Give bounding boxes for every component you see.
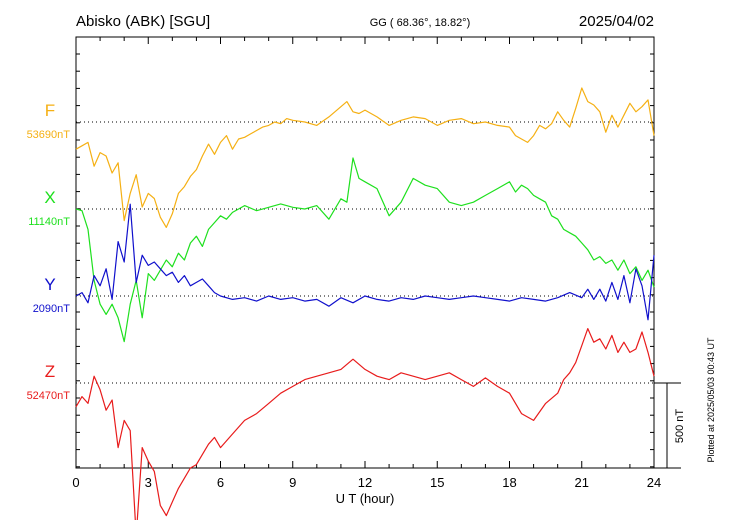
series-name-z: Z	[45, 362, 55, 381]
x-tick-labels: 0 3 6 9 12 15 18 21 24	[72, 475, 661, 490]
x-tick-label: 0	[72, 475, 79, 490]
x-tick-label: 3	[145, 475, 152, 490]
plot-date: 2025/04/02	[579, 13, 654, 30]
x-tick-label: 24	[647, 475, 661, 490]
x-tick-label: 18	[502, 475, 516, 490]
plotted-at-note: Plotted at 2025/05/03 00:43 UT	[706, 337, 716, 463]
series-line-y	[75, 203, 655, 321]
scale-bar: 500 nT	[654, 382, 686, 469]
station-title: Abisko (ABK) [SGU]	[76, 13, 210, 30]
x-tick-label: 9	[289, 475, 296, 490]
series-name-x: X	[44, 188, 55, 207]
series-baseline-x: 11140nT	[28, 216, 70, 228]
series-name-f: F	[45, 101, 55, 120]
x-tick-label: 12	[358, 475, 372, 490]
x-tick-label: 6	[217, 475, 224, 490]
x-axis-label: U T (hour)	[336, 491, 395, 506]
plot-frame	[75, 36, 655, 469]
series-baseline-f: 53690nT	[27, 129, 71, 141]
series-line-x	[75, 157, 655, 343]
series-line-z	[75, 328, 655, 520]
series-lines	[75, 87, 655, 520]
scale-bar-label: 500 nT	[674, 409, 686, 444]
x-tick-label: 15	[430, 475, 444, 490]
series-labels: F 53690nT X 11140nT Y 2090nT Z 52470nT	[27, 101, 71, 402]
x-tick-label: 21	[575, 475, 589, 490]
series-line-f	[75, 87, 655, 228]
series-baseline-z: 52470nT	[27, 390, 71, 402]
tick-marks	[75, 37, 655, 468]
series-name-y: Y	[44, 275, 55, 294]
station-coordinates: GG ( 68.36°, 18.82°)	[370, 17, 471, 29]
series-baseline-y: 2090nT	[33, 303, 71, 315]
component-baselines	[76, 121, 654, 384]
